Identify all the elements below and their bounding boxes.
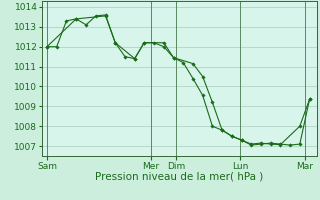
X-axis label: Pression niveau de la mer( hPa ): Pression niveau de la mer( hPa ) bbox=[95, 172, 263, 182]
